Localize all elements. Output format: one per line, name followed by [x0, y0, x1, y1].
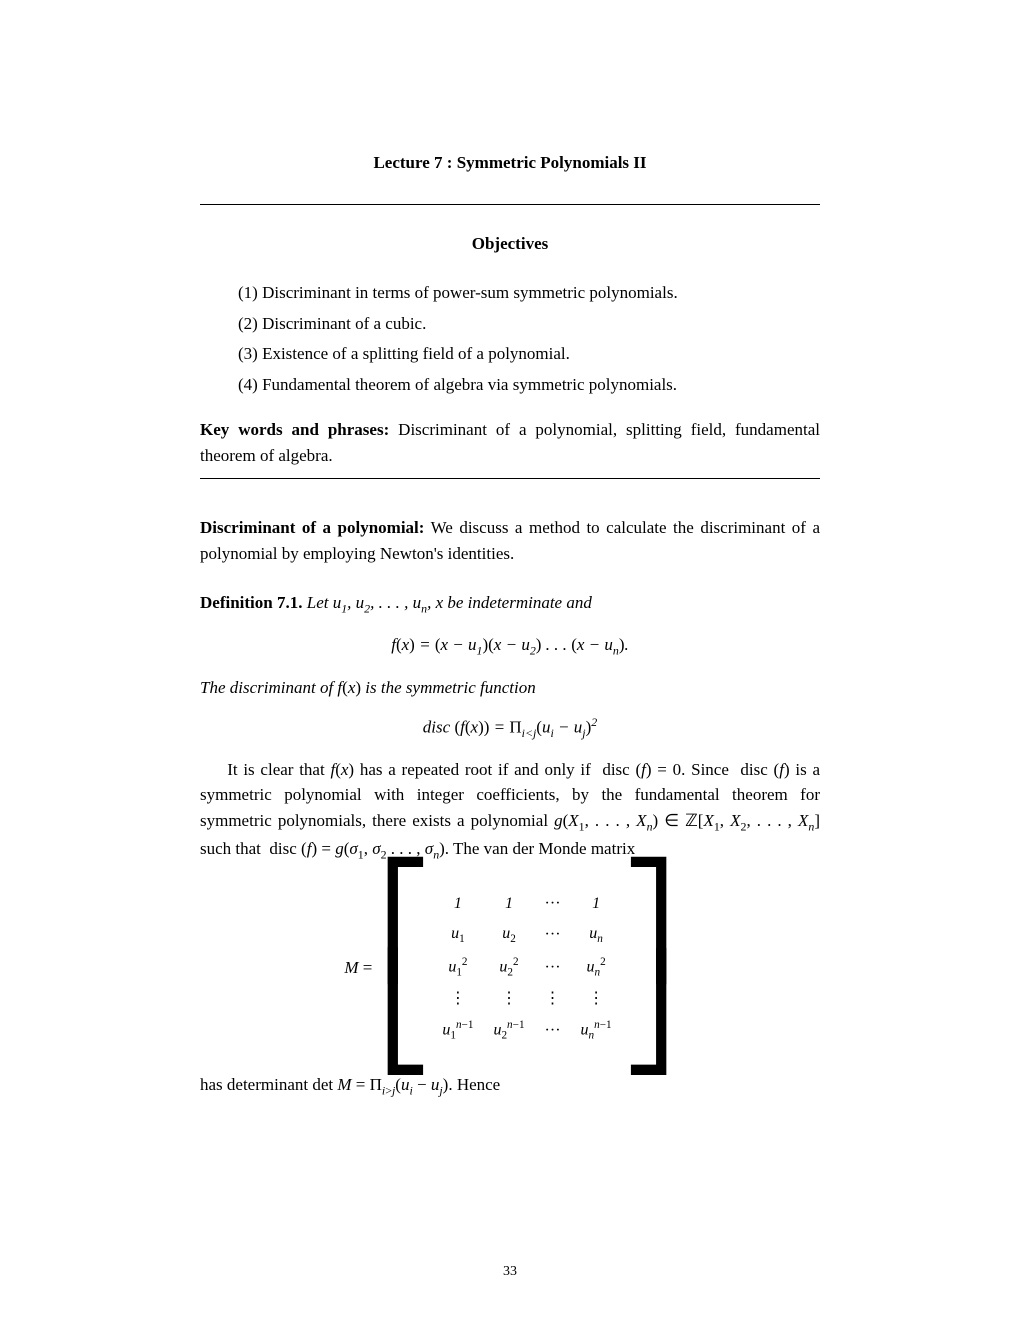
objectives-list: (1) Discriminant in terms of power-sum s…: [238, 280, 820, 397]
determinant-line: has determinant det M = Πi>j(ui − uj). H…: [200, 1072, 820, 1100]
definition-label: Definition 7.1.: [200, 593, 302, 612]
horizontal-rule-top: [200, 204, 820, 205]
keywords-paragraph: Key words and phrases: Discriminant of a…: [200, 417, 820, 468]
objective-item: (2) Discriminant of a cubic.: [238, 311, 820, 337]
objective-item: (4) Fundamental theorem of algebra via s…: [238, 372, 820, 398]
keywords-label: Key words and phrases:: [200, 420, 389, 439]
equation-f: f(x) = (x − u1)(x − u2) . . . (x − un).: [200, 632, 820, 660]
objective-item: (1) Discriminant in terms of power-sum s…: [238, 280, 820, 306]
objectives-heading: Objectives: [200, 231, 820, 257]
matrix-label: M =: [344, 955, 372, 981]
left-bracket: ⎡⎣: [378, 876, 432, 1060]
vandermonde-matrix: M = ⎡⎣ 11···1 u1u2···un u12u22···un2 ⋮⋮⋮…: [200, 876, 820, 1060]
discriminant-label: Discriminant of a polynomial:: [200, 518, 424, 537]
objective-item: (3) Existence of a splitting field of a …: [238, 341, 820, 367]
lecture-title: Lecture 7 : Symmetric Polynomials II: [200, 150, 820, 176]
body-paragraph: It is clear that f(x) has a repeated roo…: [200, 757, 820, 865]
horizontal-rule-bottom: [200, 478, 820, 479]
page-number: 33: [0, 1261, 1020, 1282]
equation-disc: disc (f(x)) = Πi<j(ui − uj)2: [200, 714, 820, 743]
discriminant-intro: Discriminant of a polynomial: We discuss…: [200, 515, 820, 566]
definition-body: Let u1, u2, . . . , un, x be indetermina…: [307, 593, 592, 612]
right-bracket: ⎤⎦: [622, 876, 676, 1060]
definition-paragraph: Definition 7.1. Let u1, u2, . . . , un, …: [200, 590, 820, 618]
matrix-table: 11···1 u1u2···un u12u22···un2 ⋮⋮⋮⋮ u1n−1…: [432, 889, 621, 1048]
definition-continued: The discriminant of f(x) is the symmetri…: [200, 675, 820, 701]
